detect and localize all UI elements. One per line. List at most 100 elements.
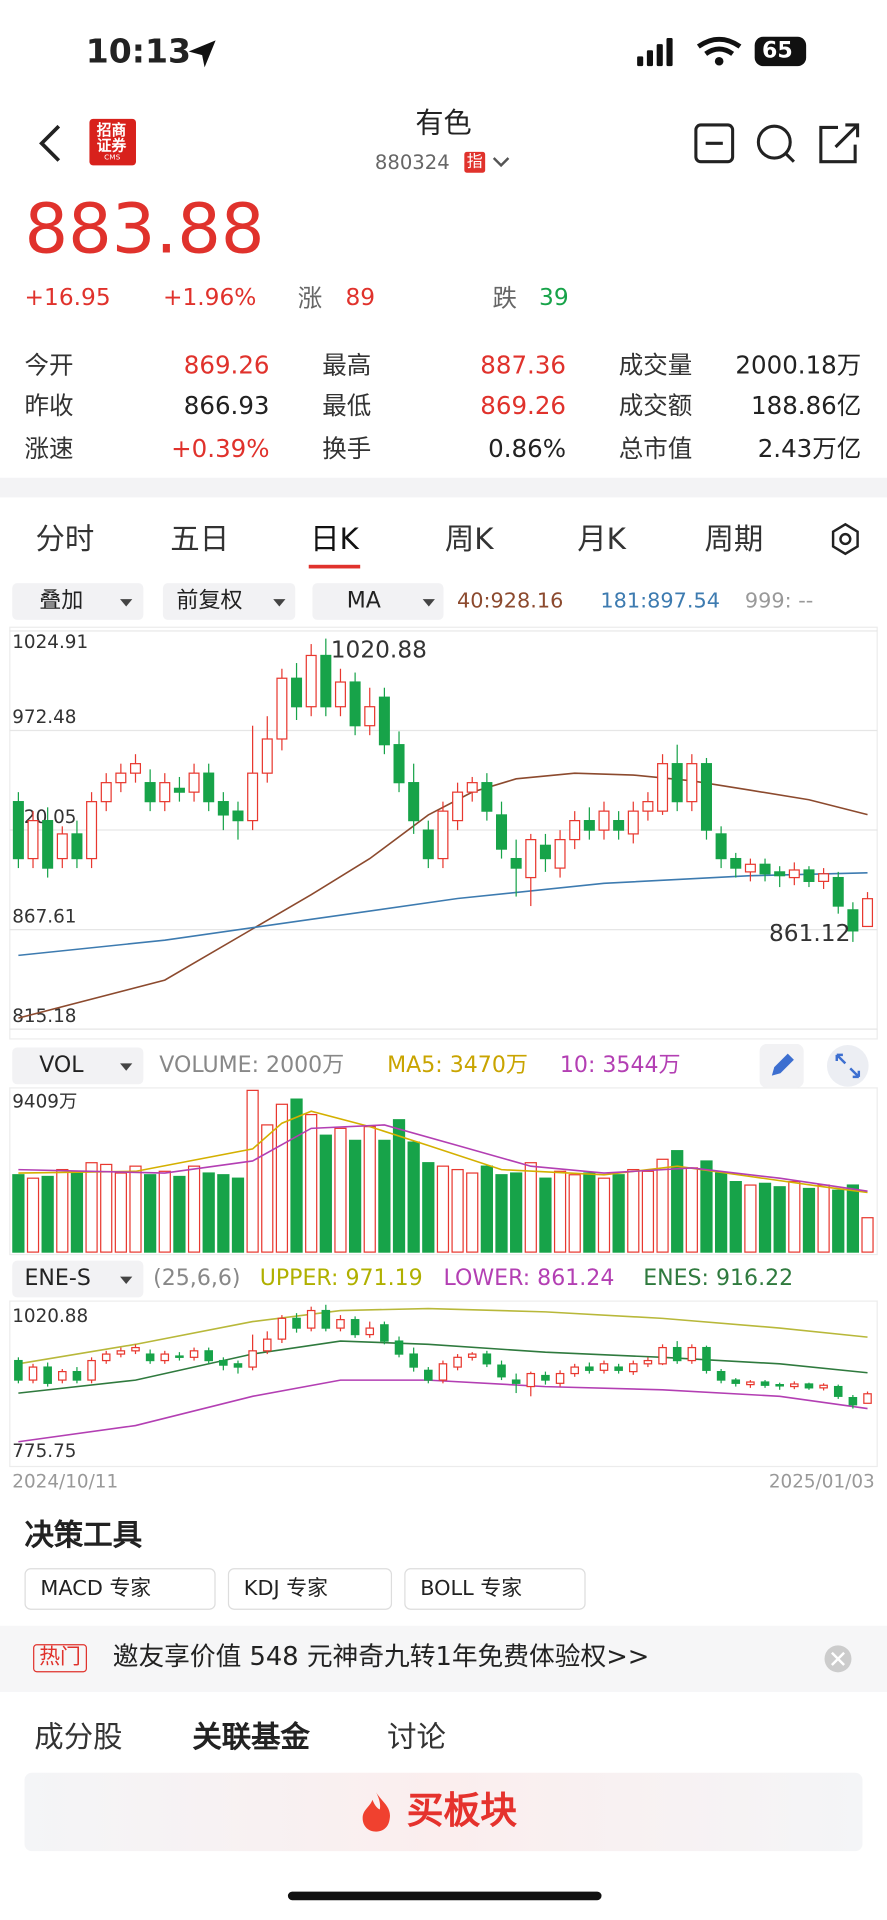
candle-body: [744, 863, 756, 873]
candle-body: [818, 873, 830, 882]
candle-body: [510, 857, 522, 869]
ma-legend: 999: --: [744, 589, 814, 614]
bottom-tab[interactable]: 讨论: [387, 1720, 446, 1755]
candle-body: [570, 1366, 580, 1375]
stat-value: +0.39%: [171, 433, 270, 464]
stat-value: 2000.18万: [735, 350, 862, 380]
stat-label: 成交量: [618, 350, 693, 380]
candle-body: [671, 763, 683, 803]
tab[interactable]: 五日: [170, 521, 230, 557]
up-label: 涨: [297, 283, 323, 313]
ene-legend: LOWER: 861.24: [443, 1265, 615, 1292]
down-label: 跌: [492, 283, 518, 313]
tool-button[interactable]: KDJ 专家: [227, 1568, 393, 1610]
candle-body: [261, 738, 273, 774]
divider: [0, 477, 887, 498]
candle-body: [702, 1346, 711, 1371]
flame-icon: [362, 1792, 390, 1832]
candle-body: [715, 833, 727, 860]
header-actions[interactable]: [693, 123, 865, 167]
caret: [273, 599, 286, 607]
candle-body: [583, 820, 595, 831]
logo-text: CMS: [104, 153, 121, 162]
volume-bar: [290, 1098, 303, 1253]
adjust-label: 前复权: [176, 588, 243, 614]
settings-icon[interactable]: [828, 522, 862, 556]
back-button[interactable]: [34, 123, 66, 165]
candle-body: [467, 1353, 477, 1358]
candle-body: [27, 820, 39, 860]
change: +16.95: [24, 284, 111, 312]
volume-bar: [144, 1174, 157, 1253]
ene-legend: ENES: 916.22: [643, 1265, 794, 1292]
tab[interactable]: 周期: [704, 521, 764, 557]
banner-close[interactable]: [823, 1644, 852, 1673]
candle-body: [305, 654, 317, 708]
candle-body: [452, 791, 464, 822]
tool-button[interactable]: MACD 专家: [24, 1568, 216, 1610]
volume-bar: [158, 1170, 171, 1253]
candle-body: [129, 763, 142, 774]
tools-title: 决策工具: [24, 1517, 143, 1553]
candle-body: [188, 772, 200, 793]
candle-body: [232, 810, 244, 822]
candle-body: [554, 838, 566, 869]
volume-bar: [627, 1168, 640, 1253]
candle-body: [409, 1353, 418, 1368]
candle-body: [585, 1366, 594, 1371]
volume-bar: [656, 1158, 669, 1253]
candle-body: [173, 787, 185, 793]
candle-body: [730, 857, 742, 869]
candle-body: [86, 801, 98, 860]
stat-label: 昨收: [24, 390, 74, 421]
candle-body: [613, 820, 625, 831]
candle-body: [365, 1327, 375, 1336]
high-label: 1020.88: [331, 636, 427, 663]
candle-body: [219, 1359, 228, 1366]
tool-button[interactable]: BOLL 专家: [404, 1568, 586, 1610]
candle-body: [248, 1350, 257, 1368]
bottom-tab[interactable]: 成分股: [34, 1720, 123, 1755]
tab[interactable]: 分时: [35, 521, 95, 557]
candle-body: [541, 1374, 550, 1381]
candle-body: [393, 744, 405, 784]
code-dropdown[interactable]: [491, 154, 511, 169]
tab[interactable]: 月K: [577, 521, 626, 557]
candle-body: [482, 1353, 492, 1365]
volume-bar: [612, 1174, 625, 1253]
vol-legend: VOLUME: 2000万: [159, 1052, 345, 1079]
candle-body: [262, 1338, 272, 1352]
candle-body: [848, 1396, 858, 1406]
volume-bar: [539, 1177, 552, 1253]
volume-bar: [568, 1174, 581, 1253]
overlay-label: 叠加: [39, 588, 84, 614]
volume-bar: [363, 1126, 376, 1253]
volume-bar: [41, 1175, 54, 1253]
bottom-tab[interactable]: 关联基金: [192, 1720, 310, 1755]
candle-body: [819, 1384, 828, 1389]
vol-legend: MA5: 3470万: [387, 1052, 528, 1079]
volume-bar: [348, 1139, 362, 1253]
down-count: 39: [539, 284, 569, 312]
candle-body: [643, 1359, 653, 1365]
stat-label: 涨速: [24, 433, 74, 464]
tab[interactable]: 周K: [444, 521, 494, 557]
up-count: 89: [345, 284, 376, 312]
candle-body: [788, 869, 800, 879]
caret: [120, 1276, 133, 1284]
candle-body: [775, 1384, 784, 1387]
tab[interactable]: 日K: [310, 521, 359, 557]
stat-value: 887.36: [480, 350, 567, 380]
candle-body: [189, 1350, 199, 1358]
vol-label: VOL: [39, 1052, 84, 1079]
volume-bar: [422, 1162, 435, 1253]
vol-actions[interactable]: [759, 1043, 873, 1088]
ene-params: (25,6,6): [153, 1265, 241, 1292]
buy-button[interactable]: [24, 1772, 863, 1852]
volume-bar: [85, 1162, 98, 1253]
indicator-select[interactable]: [312, 583, 444, 620]
candle-body: [790, 1383, 799, 1388]
banner[interactable]: [0, 1625, 887, 1692]
